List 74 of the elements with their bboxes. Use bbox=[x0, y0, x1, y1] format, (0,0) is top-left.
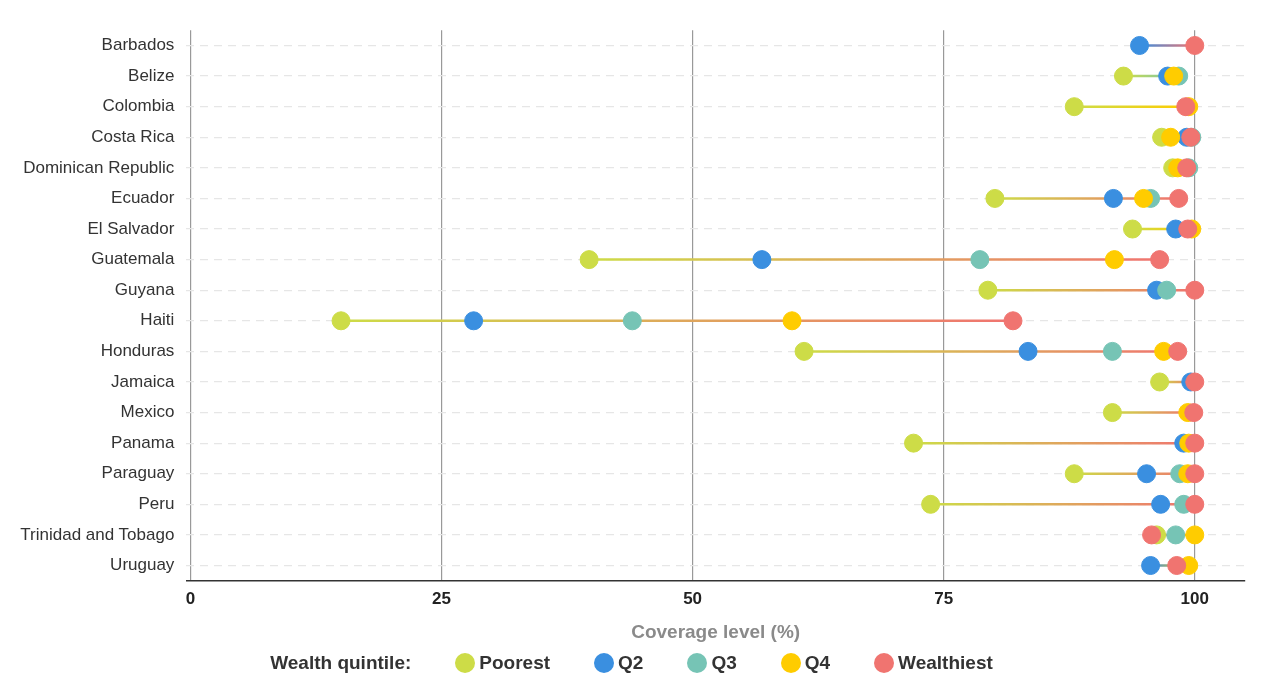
point bbox=[1102, 403, 1122, 423]
point bbox=[1113, 66, 1133, 86]
point bbox=[1018, 341, 1038, 361]
y-tick-label: Paraguay bbox=[101, 463, 175, 483]
x-tick-label: 50 bbox=[683, 588, 703, 608]
legend-label: Q4 bbox=[804, 652, 831, 674]
point bbox=[752, 250, 772, 270]
point bbox=[1103, 188, 1123, 208]
point bbox=[1166, 525, 1186, 545]
point bbox=[464, 311, 484, 331]
y-tick-label: Trinidad and Tobago bbox=[20, 524, 175, 544]
point bbox=[1151, 494, 1171, 514]
y-tick-label: Panama bbox=[111, 432, 175, 452]
point bbox=[1161, 127, 1181, 147]
point bbox=[1168, 341, 1188, 361]
y-tick-label: Barbados bbox=[101, 35, 175, 55]
legend-title: Wealth quintile: bbox=[270, 652, 412, 674]
y-tick-label: Guyana bbox=[114, 279, 175, 299]
point bbox=[1104, 250, 1124, 270]
y-tick-label: Guatemala bbox=[91, 249, 175, 269]
point bbox=[1185, 464, 1205, 484]
point bbox=[978, 280, 998, 300]
y-tick-label: Haiti bbox=[140, 310, 175, 330]
point bbox=[1185, 280, 1205, 300]
point bbox=[1157, 280, 1177, 300]
y-tick-label: Ecuador bbox=[111, 188, 175, 208]
point bbox=[985, 188, 1005, 208]
legend-label: Poorest bbox=[479, 652, 551, 674]
point bbox=[904, 433, 924, 453]
y-tick-label: Peru bbox=[138, 494, 175, 514]
point bbox=[1185, 525, 1205, 545]
point bbox=[782, 311, 802, 331]
point bbox=[1123, 219, 1143, 239]
y-tick-label: Honduras bbox=[100, 341, 175, 361]
y-tick-label: Colombia bbox=[102, 96, 175, 116]
y-tick-label: El Salvador bbox=[87, 218, 175, 238]
point bbox=[1167, 556, 1187, 576]
y-tick-label: Belize bbox=[128, 65, 175, 85]
x-tick-label: 0 bbox=[185, 588, 196, 608]
point bbox=[579, 250, 599, 270]
x-axis-title: Coverage level (%) bbox=[631, 620, 801, 642]
point bbox=[1141, 556, 1161, 576]
point bbox=[970, 250, 990, 270]
point bbox=[1185, 35, 1205, 55]
y-tick-label: Uruguay bbox=[110, 555, 175, 575]
point bbox=[1169, 188, 1189, 208]
point bbox=[1130, 35, 1150, 55]
point bbox=[331, 311, 351, 331]
legend-label: Q3 bbox=[711, 652, 737, 674]
point bbox=[622, 311, 642, 331]
point bbox=[1003, 311, 1023, 331]
legend-label: Q2 bbox=[618, 652, 644, 674]
point bbox=[1150, 250, 1170, 270]
x-tick-label: 25 bbox=[432, 588, 451, 608]
point bbox=[1164, 66, 1184, 86]
point bbox=[921, 494, 941, 514]
x-tick-label: 75 bbox=[934, 588, 954, 608]
y-tick-label: Mexico bbox=[120, 402, 175, 422]
point bbox=[1185, 494, 1205, 514]
point bbox=[1185, 433, 1205, 453]
point bbox=[1184, 403, 1204, 423]
x-tick-label: 100 bbox=[1180, 588, 1209, 608]
point bbox=[1064, 97, 1084, 117]
point bbox=[1137, 464, 1157, 484]
point bbox=[1102, 341, 1122, 361]
point bbox=[1064, 464, 1084, 484]
point bbox=[794, 341, 814, 361]
point bbox=[1134, 188, 1154, 208]
y-tick-label: Costa Rica bbox=[91, 126, 175, 146]
y-tick-label: Jamaica bbox=[111, 371, 175, 391]
point bbox=[1150, 372, 1170, 392]
legend-label: Wealthiest bbox=[898, 652, 993, 674]
point bbox=[1142, 525, 1162, 545]
y-tick-label: Dominican Republic bbox=[23, 157, 175, 177]
